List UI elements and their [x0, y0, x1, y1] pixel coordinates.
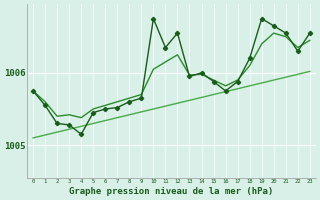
X-axis label: Graphe pression niveau de la mer (hPa): Graphe pression niveau de la mer (hPa)	[69, 187, 274, 196]
